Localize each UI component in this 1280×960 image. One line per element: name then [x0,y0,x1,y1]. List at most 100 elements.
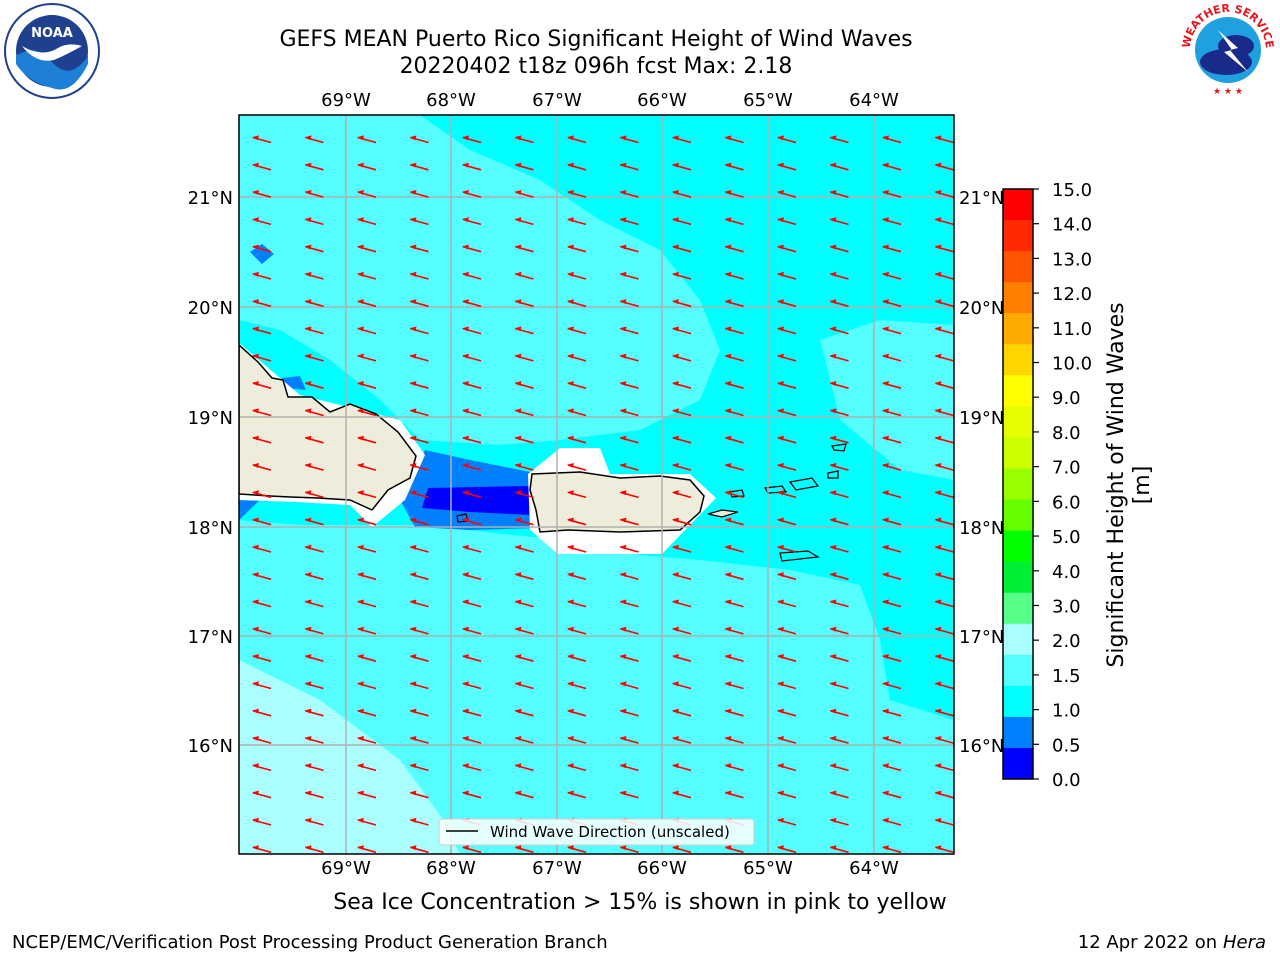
colorbar-tick-label: 0.0 [1052,770,1081,791]
wave-direction-arrow [724,544,744,553]
colorbar-segment [1003,499,1033,532]
wave-band-0-to-0-5 [422,486,532,515]
wave-direction-arrow [567,408,587,417]
wave-direction-arrow [777,326,797,335]
lat-label: 18°N [188,518,233,539]
wave-direction-arrow [672,408,692,417]
colorbar-tick-label: 1.0 [1052,701,1081,722]
wave-direction-arrow [829,626,849,635]
wave-direction-arrow [304,572,324,581]
colorbar-segment [1003,623,1033,656]
wave-direction-arrow [777,353,797,362]
wave-direction-arrow [724,599,744,608]
wave-direction-arrow [724,135,744,144]
wave-direction-arrow [672,190,692,198]
wave-direction-arrow [934,326,954,335]
chart-title: GEFS MEAN Puerto Rico Significant Height… [279,27,913,52]
wave-direction-arrow [357,654,377,662]
colorbar-tick-label: 9.0 [1052,388,1081,409]
wave-direction-arrow [304,763,324,772]
lat-label: 20°N [188,298,233,319]
wave-direction-arrow [882,626,902,635]
wave-direction-arrow [514,626,534,635]
lon-label: 64°W [849,90,899,111]
wave-direction-arrow [304,162,324,171]
legend-label: Wind Wave Direction (unscaled) [490,823,730,841]
wave-direction-arrow [252,544,272,553]
lon-label: 67°W [532,858,582,879]
colorbar-segment [1003,189,1033,221]
wave-direction-arrow [252,353,272,362]
wave-direction-arrow [357,271,377,280]
wave-direction-arrow [882,190,902,198]
wave-direction-arrow [409,763,429,772]
wave-direction-arrow [304,244,324,253]
wave-direction-arrow [409,626,429,635]
wave-direction-arrow [934,654,954,662]
wave-direction-arrow [462,435,482,444]
wave-direction-arrow [829,763,849,772]
colorbar-segment [1003,654,1033,687]
noaa-logo: NOAA [4,3,100,99]
wave-direction-arrow [514,654,534,662]
wave-direction-arrow [619,408,639,417]
wave-direction-arrow [514,244,534,253]
colorbar-tick-label: 15.0 [1052,180,1092,201]
wave-direction-arrow [252,326,272,335]
wave-direction-arrow [304,708,324,717]
nws-logo: WEATHER SERVICE ★ ★ ★ [1180,2,1276,97]
colorbar-segment [1003,313,1033,345]
lat-label: 21°N [188,188,233,209]
wave-direction-arrow [304,381,324,389]
wave-direction-arrow [514,381,534,389]
lon-label: 69°W [321,90,371,111]
wave-direction-arrow [252,517,272,526]
wave-direction-arrow [724,326,744,335]
wave-direction-arrow [882,353,902,362]
wave-direction-arrow [724,190,744,198]
wave-direction-arrow [934,353,954,362]
wave-direction-arrow [672,845,692,854]
colorbar-segment [1003,530,1033,563]
wave-direction-arrow [462,572,482,581]
wave-direction-arrow [672,299,692,308]
wave-direction-arrow [252,817,272,826]
wave-direction-arrow [409,790,429,799]
colorbar-tick-label: 4.0 [1052,562,1081,583]
wave-direction-arrow [567,654,587,662]
wave-direction-arrow [462,217,482,226]
wave-direction-arrow [724,763,744,772]
wave-direction-arrow [724,299,744,308]
colorbar-segment [1003,468,1033,501]
wave-direction-arrow [934,217,954,226]
wave-direction-arrow [672,135,692,144]
wave-direction-arrow [514,790,534,799]
wave-direction-arrow [882,599,902,608]
wave-direction-arrow [409,736,429,744]
colorbar-tick-label: 6.0 [1052,492,1081,513]
lat-label: 19°N [188,408,233,429]
wave-direction-arrow [882,244,902,253]
wave-direction-arrow [934,271,954,280]
wave-direction-arrow [567,326,587,335]
wave-direction-arrow [777,845,797,854]
colorbar-segment [1003,282,1033,314]
wave-direction-arrow [514,435,534,444]
wave-direction-arrow [304,736,324,744]
wave-direction-arrow [567,736,587,744]
wave-direction-arrow [252,244,272,253]
wave-direction-arrow [672,326,692,335]
map-legend: Wind Wave Direction (unscaled) [438,818,755,846]
wave-direction-arrow [304,190,324,198]
wave-direction-arrow [672,490,692,499]
wave-direction-arrow [304,845,324,854]
colorbar-tick-label: 0.5 [1052,735,1081,756]
wave-direction-arrow [934,572,954,581]
wave-direction-arrow [882,708,902,717]
wave-direction-arrow [672,544,692,553]
wave-direction-arrow [829,299,849,308]
wave-direction-arrow [829,599,849,608]
colorbar-tick-label: 8.0 [1052,423,1081,444]
st-croix-island [779,550,820,562]
wave-direction-arrow [934,763,954,772]
